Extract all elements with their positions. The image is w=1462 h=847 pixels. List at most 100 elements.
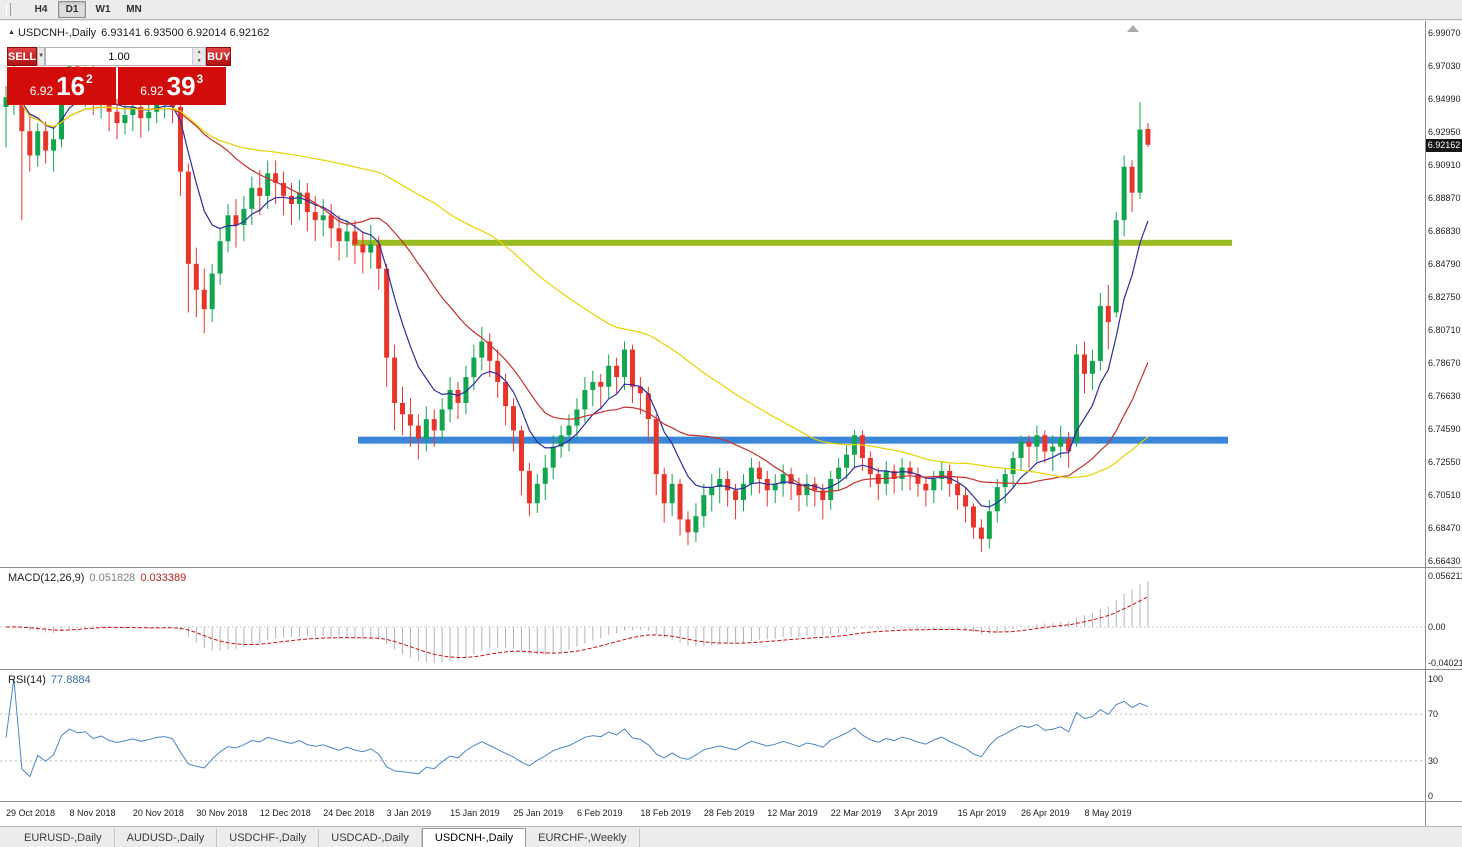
volume-decrease-button[interactable]: ▼: [193, 56, 206, 65]
time-axis-label: 3 Jan 2019: [386, 808, 432, 818]
volume-spinner: ▲ ▼: [192, 48, 206, 65]
price-axis-label: 6.74590: [1428, 423, 1461, 434]
time-axis-label: 28 Feb 2019: [703, 808, 755, 818]
time-axis-label: 15 Jan 2019: [450, 808, 500, 818]
ma-line-21: [5, 89, 1149, 493]
macd-histogram: [13, 581, 1149, 664]
price-axis-label: 6.92950: [1428, 127, 1461, 137]
chart-icon: ▲: [8, 29, 15, 36]
chart-tab-usdchf-daily[interactable]: USDCHF-,Daily: [217, 829, 320, 847]
rsi-axis-label: 0: [1428, 791, 1434, 801]
price-axis-label: 6.76630: [1428, 390, 1461, 401]
timeframe-button-mn[interactable]: MN: [126, 4, 142, 15]
time-axis-label: 12 Mar 2019: [767, 808, 818, 818]
rsi-axis-label: 70: [1428, 709, 1439, 720]
buy-price-button[interactable]: 6.92 39 3: [117, 67, 226, 105]
macd-axis-label: 0.00: [1428, 622, 1446, 632]
sell-price-button[interactable]: 6.92 16 2: [7, 67, 116, 105]
chart-ohlc-values: 6.93141 6.93500 6.92014 6.92162: [101, 27, 270, 39]
price-axis-label: 6.86830: [1428, 226, 1461, 236]
chart-window[interactable]: ▲ USDCNH-,Daily 6.93141 6.93500 6.92014 6.…: [0, 21, 1462, 826]
chevron-down-icon: ▼: [38, 53, 45, 59]
price-axis-label: 6.90910: [1428, 160, 1461, 170]
macd-axis-label: -0.040218: [1428, 658, 1462, 669]
time-axis-label: 22 Mar 2019: [830, 808, 882, 818]
volume-increase-button[interactable]: ▲: [193, 48, 206, 57]
price-axis-label: 6.66430: [1428, 555, 1461, 566]
timeframe-toolbar: H4 D1 W1 MN: [0, 0, 1462, 20]
bid-price-prefix: 6.92: [29, 84, 54, 98]
macd-axis-label: 0.056211: [1428, 571, 1462, 582]
chart-tab-eurchf-weekly[interactable]: EURCHF-,Weekly: [526, 829, 640, 847]
candlestick-series: [3, 53, 1151, 552]
macd-signal-value: 0.033389: [140, 572, 187, 584]
macd-main-value: 0.051828: [89, 572, 136, 584]
price-axis-label: 6.94990: [1428, 94, 1461, 104]
macd-indicator-label: MACD(12,26,9) 0.051828 0.033389: [8, 572, 186, 584]
rsi-value: 77.8884: [50, 674, 91, 686]
rsi-name: RSI(14): [8, 674, 46, 686]
time-axis-label: 29 Oct 2018: [6, 808, 56, 818]
chart-tab-eurusd-daily[interactable]: EURUSD-,Daily: [12, 829, 115, 847]
ask-price-prefix: 6.92: [140, 84, 164, 98]
pane-splitter-macd[interactable]: [0, 567, 1462, 568]
volume-preset-dropdown[interactable]: ▼: [37, 47, 46, 66]
price-axis-label: 6.70510: [1428, 489, 1461, 500]
chart-tab-usdcad-daily[interactable]: USDCAD-,Daily: [319, 829, 422, 847]
time-axis-label: 8 May 2019: [1084, 808, 1132, 818]
rsi-canvas[interactable]: [0, 670, 1425, 800]
chart-title: ▲ USDCNH-,Daily 6.93141 6.93500 6.92014 6.…: [8, 27, 269, 39]
time-axis-label: 30 Nov 2018: [196, 808, 248, 818]
resistance-hline[interactable]: [352, 239, 1232, 246]
toolbar-grip[interactable]: [6, 3, 11, 16]
timeframe-button-h4[interactable]: H4: [34, 4, 48, 15]
rsi-axis-label: 100: [1428, 674, 1444, 684]
price-axis-label: 6.72550: [1428, 456, 1461, 467]
time-axis-label: 24 Dec 2018: [323, 808, 375, 818]
ma-line-55: [5, 89, 1149, 479]
price-axis-label: 6.84790: [1428, 259, 1461, 269]
current-price-tag: 6.92162: [1426, 138, 1462, 152]
timeframe-button-w1[interactable]: W1: [95, 4, 111, 15]
time-axis-label: 3 Apr 2019: [894, 808, 938, 818]
volume-field: ▲ ▼: [45, 47, 207, 66]
chart-tab-bar: EURUSD-,Daily AUDUSD-,Daily USDCHF-,Daily U…: [0, 826, 1462, 847]
time-axis[interactable]: 29 Oct 2018 8 Nov 2018 20 Nov 2018 30 Nov 2…: [0, 802, 1425, 826]
volume-input[interactable]: [46, 48, 193, 65]
time-axis-label: 20 Nov 2018: [132, 808, 184, 818]
time-axis-label: 8 Nov 2018: [69, 808, 116, 818]
price-axis-label: 6.80710: [1428, 324, 1461, 335]
one-click-trading-panel: SELL ▼ ▲ ▼ BUY 6.92 16 2: [7, 47, 232, 105]
ask-price-big: 39: [166, 71, 196, 101]
time-axis-label: 6 Feb 2019: [576, 808, 623, 818]
chart-tab-usdcnh-daily[interactable]: USDCNH-,Daily: [421, 828, 527, 847]
price-axis-label: 6.82750: [1428, 292, 1461, 302]
timeframe-buttons: H4 D1 W1 MN: [27, 1, 151, 18]
macd-name: MACD(12,26,9): [8, 572, 85, 584]
ma-line-8: [5, 93, 1149, 508]
pane-splitter-dates: [0, 801, 1462, 802]
chart-shift-marker[interactable]: [1127, 25, 1139, 32]
macd-canvas[interactable]: [0, 568, 1425, 668]
price-axis[interactable]: 6.92162 6.99070 6.97030 6.94990 6.92950 6.90…: [1425, 21, 1462, 826]
chart-tab-audusd-daily[interactable]: AUDUSD-,Daily: [115, 829, 218, 847]
timeframe-button-d1[interactable]: D1: [58, 1, 86, 18]
macd-signal-line: [5, 596, 1149, 658]
chart-symbol-period: USDCNH-,Daily: [17, 27, 97, 39]
bid-price-big: 16: [56, 71, 86, 101]
support-hline[interactable]: [358, 436, 1228, 444]
price-axis-label: 6.88870: [1428, 193, 1461, 203]
time-axis-label: 25 Jan 2019: [513, 808, 564, 818]
bid-price-pipette: 2: [86, 72, 93, 86]
price-axis-label: 6.68470: [1428, 522, 1461, 533]
sell-button[interactable]: SELL: [7, 47, 38, 66]
current-price-value: 6.92162: [1427, 139, 1461, 150]
ask-price-pipette: 3: [196, 72, 204, 86]
time-axis-label: 15 Apr 2019: [957, 808, 1007, 818]
rsi-line: [5, 678, 1149, 778]
buy-button[interactable]: BUY: [206, 47, 232, 66]
price-axis-label: 6.78670: [1428, 357, 1461, 368]
pane-splitter-rsi[interactable]: [0, 669, 1462, 670]
time-axis-label: 12 Dec 2018: [259, 808, 311, 818]
price-axis-label: 6.97030: [1428, 61, 1461, 71]
